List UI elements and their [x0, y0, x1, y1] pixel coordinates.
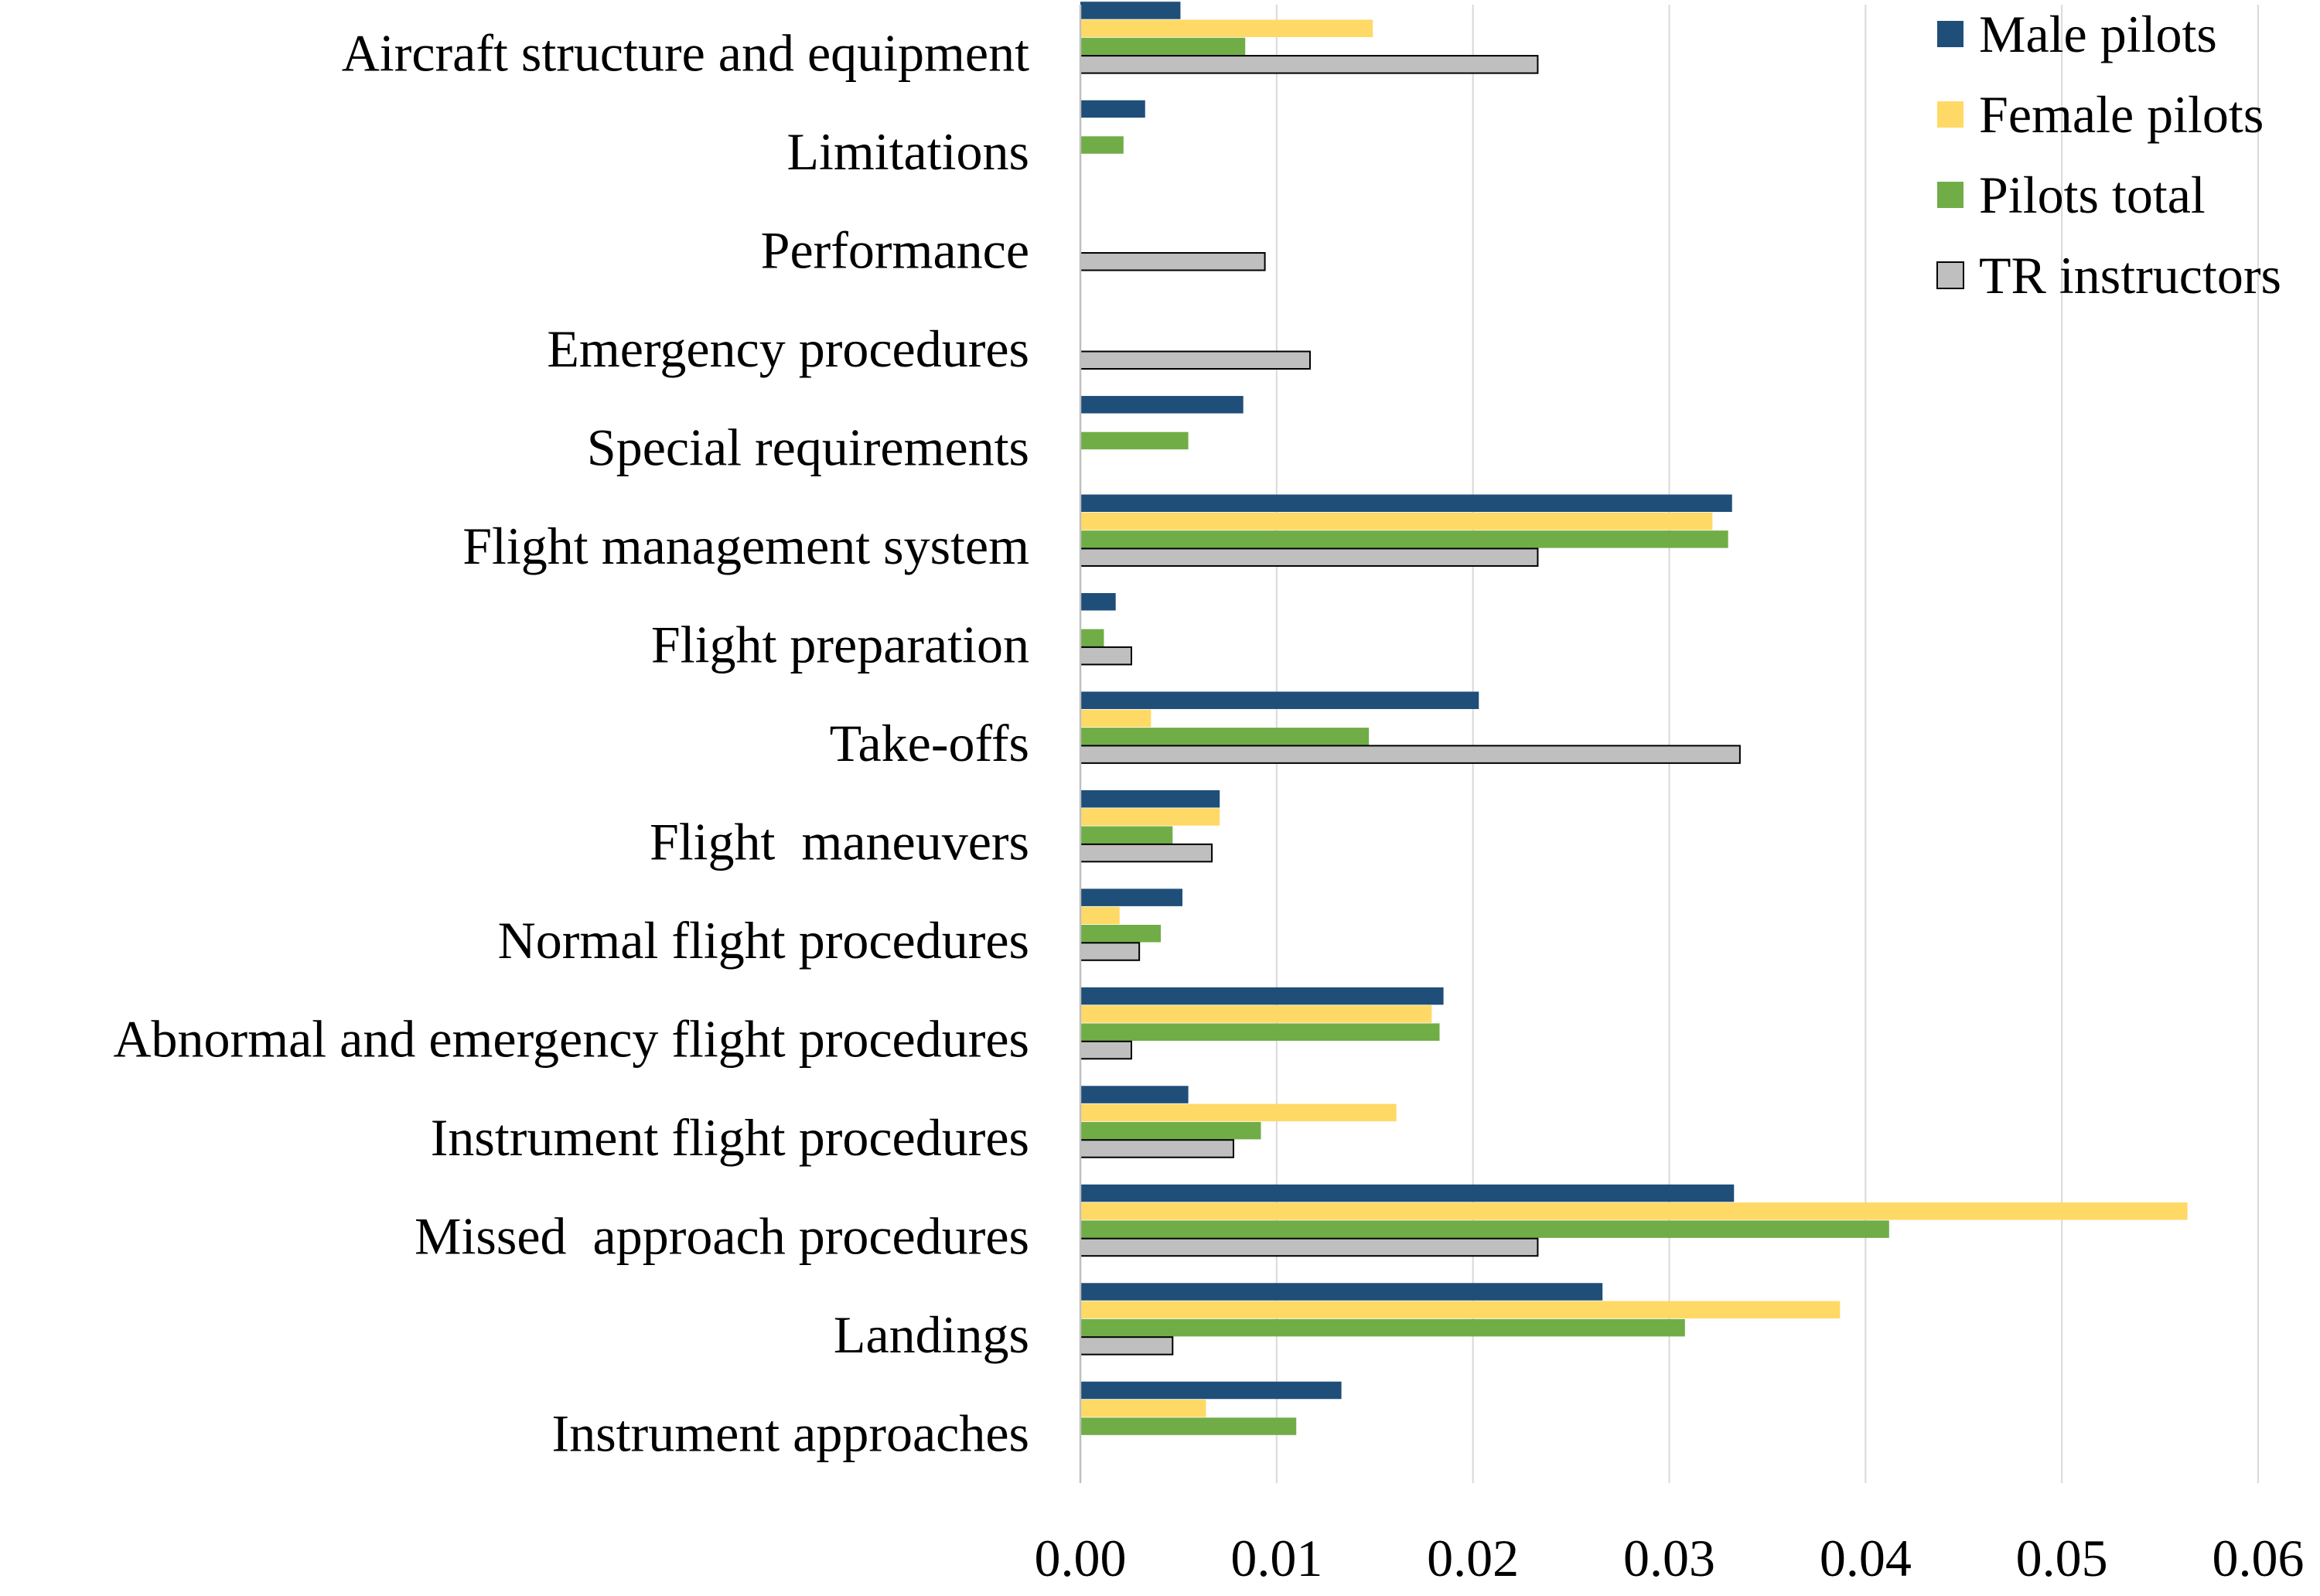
category-label-instrument-flight-procedures: Instrument flight procedures — [431, 1108, 1029, 1167]
bar-female-pilots-aircraft-structure-and-equipment — [1080, 19, 1373, 37]
bar-tr-instructors-aircraft-structure-and-equipment — [1080, 55, 1539, 74]
legend: Male pilots Female pilots Pilots total TR i… — [1936, 5, 2281, 305]
bar-pilots-total-limitations — [1080, 136, 1124, 154]
bar-tr-instructors-performance — [1080, 252, 1266, 271]
category-label-take-offs: Take-offs — [830, 714, 1029, 772]
gridlines — [1275, 5, 2259, 1483]
bar-tr-instructors-missed-approach-procedures — [1080, 1237, 1539, 1257]
category-label-emergency-procedures: Emergency procedures — [547, 319, 1029, 378]
bar-tr-instructors-flight-maneuvers — [1080, 843, 1213, 863]
bar-male-pilots-instrument-flight-procedures — [1080, 1086, 1189, 1103]
bar-pilots-total-flight-management-system — [1080, 530, 1728, 548]
bar-tr-instructors-take-offs — [1080, 745, 1741, 764]
legend-label-male-pilots: Male pilots — [1979, 5, 2217, 63]
bar-pilots-total-aircraft-structure-and-equipment — [1080, 37, 1246, 56]
bar-tr-instructors-flight-management-system — [1080, 547, 1539, 567]
bar-male-pilots-limitations — [1080, 100, 1145, 118]
category-label-flight-management-system: Flight management system — [462, 517, 1029, 575]
x-tick-label-1: 0.01 — [1230, 1529, 1322, 1587]
x-tick-label-6: 0.06 — [2213, 1529, 2305, 1587]
category-label-landings: Landings — [834, 1305, 1029, 1364]
bar-male-pilots-flight-preparation — [1080, 593, 1116, 611]
bar-pilots-total-missed-approach-procedures — [1080, 1220, 1889, 1238]
bar-female-pilots-normal-flight-procedures — [1080, 906, 1120, 925]
bar-male-pilots-abnormal-and-emergency-flight-procedures — [1080, 987, 1444, 1005]
bar-male-pilots-landings — [1080, 1283, 1603, 1301]
x-tick-labels: 0.00 0.01 0.02 0.03 0.04 0.05 0.06 — [1035, 1529, 2305, 1587]
bar-pilots-total-flight-maneuvers — [1080, 826, 1173, 844]
legend-swatch-pilots-total — [1937, 182, 1963, 208]
bar-male-pilots-missed-approach-procedures — [1080, 1184, 1735, 1202]
bar-pilots-total-instrument-approaches — [1080, 1417, 1297, 1435]
legend-swatch-male-pilots — [1937, 21, 1963, 47]
bars — [1080, 2, 2188, 1435]
bar-female-pilots-missed-approach-procedures — [1080, 1202, 2188, 1220]
x-tick-label-5: 0.05 — [2016, 1529, 2108, 1587]
bar-male-pilots-instrument-approaches — [1080, 1381, 1342, 1400]
bar-male-pilots-flight-maneuvers — [1080, 789, 1220, 808]
bar-pilots-total-instrument-flight-procedures — [1080, 1121, 1261, 1140]
bar-female-pilots-landings — [1080, 1301, 1841, 1319]
bar-male-pilots-normal-flight-procedures — [1080, 888, 1182, 906]
bar-male-pilots-take-offs — [1080, 691, 1479, 709]
category-label-missed-approach-procedures: Missed approach procedures — [415, 1206, 1029, 1265]
category-label-limitations: Limitations — [786, 122, 1029, 181]
bar-female-pilots-flight-maneuvers — [1080, 808, 1220, 826]
bar-tr-instructors-emergency-procedures — [1080, 350, 1311, 370]
bar-pilots-total-flight-preparation — [1080, 629, 1104, 647]
category-label-performance: Performance — [761, 221, 1029, 280]
bar-pilots-total-take-offs — [1080, 728, 1370, 745]
category-label-flight-preparation: Flight preparation — [651, 616, 1029, 674]
bar-tr-instructors-instrument-flight-procedures — [1080, 1139, 1234, 1158]
bar-tr-instructors-normal-flight-procedures — [1080, 942, 1141, 961]
x-tick-label-2: 0.02 — [1427, 1529, 1519, 1587]
bar-male-pilots-flight-management-system — [1080, 494, 1732, 513]
x-tick-label-0: 0.00 — [1035, 1529, 1127, 1587]
bar-female-pilots-abnormal-and-emergency-flight-procedures — [1080, 1005, 1432, 1023]
bar-tr-instructors-flight-preparation — [1080, 646, 1132, 666]
bar-pilots-total-abnormal-and-emergency-flight-procedures — [1080, 1023, 1440, 1041]
legend-label-female-pilots: Female pilots — [1979, 85, 2264, 144]
category-label-normal-flight-procedures: Normal flight procedures — [498, 911, 1029, 970]
bar-pilots-total-landings — [1080, 1318, 1685, 1337]
bar-female-pilots-take-offs — [1080, 709, 1151, 728]
bar-pilots-total-normal-flight-procedures — [1080, 925, 1162, 943]
bar-female-pilots-instrument-approaches — [1080, 1400, 1206, 1417]
legend-swatch-tr-instructors — [1936, 261, 1964, 289]
x-tick-label-3: 0.03 — [1623, 1529, 1715, 1587]
bar-female-pilots-instrument-flight-procedures — [1080, 1103, 1397, 1122]
category-label-special-requirements: Special requirements — [587, 418, 1029, 477]
bar-male-pilots-aircraft-structure-and-equipment — [1080, 2, 1181, 19]
category-label-instrument-approaches: Instrument approaches — [552, 1403, 1029, 1462]
category-labels: Aircraft structure and equipment Limitati… — [113, 24, 1029, 1463]
bar-tr-instructors-landings — [1080, 1336, 1174, 1356]
legend-label-pilots-total: Pilots total — [1979, 165, 2206, 224]
x-tick-label-4: 0.04 — [1820, 1529, 1912, 1587]
bar-pilots-total-special-requirements — [1080, 431, 1189, 450]
bar-tr-instructors-abnormal-and-emergency-flight-procedures — [1080, 1040, 1132, 1060]
category-label-abnormal-and-emergency-flight-procedures: Abnormal and emergency flight procedures — [113, 1009, 1029, 1068]
category-label-flight-maneuvers: Flight maneuvers — [650, 812, 1029, 871]
legend-swatch-female-pilots — [1937, 101, 1963, 128]
bar-male-pilots-special-requirements — [1080, 396, 1244, 414]
category-label-aircraft-structure-and-equipment: Aircraft structure and equipment — [342, 24, 1029, 83]
legend-label-tr-instructors: TR instructors — [1979, 246, 2281, 305]
bar-female-pilots-flight-management-system — [1080, 512, 1713, 530]
